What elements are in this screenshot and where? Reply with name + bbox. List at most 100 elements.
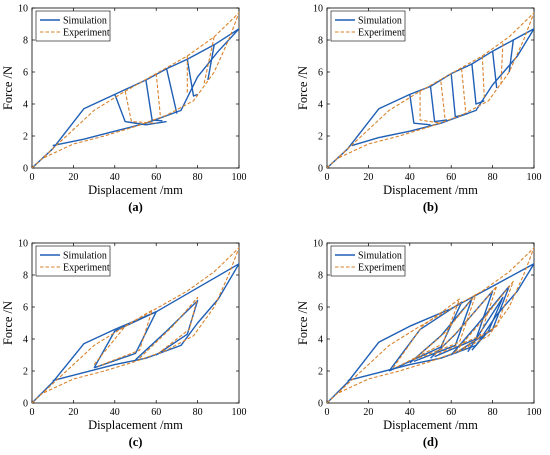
legend-box (330, 245, 406, 277)
legend-label: Simulation (358, 251, 402, 262)
x-tick-label: 40 (110, 407, 120, 418)
x-tick-label: 20 (68, 172, 78, 183)
y-tick-label: 4 (318, 100, 323, 111)
y-tick-label: 10 (18, 239, 28, 250)
legend-label: Simulation (63, 251, 107, 262)
y-tick-label: 10 (18, 4, 28, 15)
experiment-line (434, 285, 498, 356)
y-tick-label: 0 (23, 399, 28, 410)
x-tick-label: 20 (68, 407, 78, 418)
x-tick-label: 60 (446, 407, 456, 418)
simulation-line (114, 94, 167, 126)
x-axis-label: Displacement /mm (88, 183, 183, 197)
panel-label: (c) (129, 435, 143, 449)
x-tick-label: 0 (30, 172, 35, 183)
y-tick-label: 6 (23, 68, 28, 79)
y-tick-label: 4 (23, 335, 28, 346)
x-tick-label: 60 (446, 172, 456, 183)
x-tick-label: 100 (527, 172, 542, 183)
series-group (327, 12, 534, 168)
y-tick-label: 10 (313, 239, 323, 250)
y-tick-label: 6 (318, 68, 323, 79)
simulation-line (93, 311, 157, 369)
legend-label: Experiment (358, 28, 405, 39)
experiment-line (454, 280, 514, 353)
x-tick-label: 100 (232, 172, 247, 183)
y-tick-label: 8 (23, 271, 28, 282)
experiment-line (500, 43, 504, 85)
y-axis-label: Force /N (296, 66, 310, 110)
simulation-line (32, 28, 239, 168)
x-tick-label: 0 (325, 407, 330, 418)
series-group (32, 12, 239, 168)
y-tick-label: 8 (23, 36, 28, 47)
x-tick-label: 100 (232, 407, 247, 418)
y-axis-label: Force /N (1, 66, 15, 110)
y-tick-label: 10 (313, 4, 323, 15)
chart-panel-2: 0 20 40 60 80 100 0 2 4 6 8 10 Displacement /mm Force… (296, 4, 542, 215)
y-tick-label: 4 (318, 335, 323, 346)
experiment-line (392, 298, 461, 369)
legend-box (35, 10, 111, 42)
y-axis-label: Force /N (296, 301, 310, 345)
x-axis-label: Displacement /mm (383, 183, 478, 197)
y-tick-label: 2 (318, 367, 323, 378)
y-tick-label: 0 (318, 399, 323, 410)
y-tick-label: 2 (23, 132, 28, 143)
experiment-line (203, 36, 215, 85)
y-tick-label: 8 (318, 271, 323, 282)
chart-panel-1: 0 20 40 60 80 100 0 2 4 6 8 10 Displacement /mm Force… (1, 4, 247, 215)
legend-box (35, 245, 111, 277)
chart-panel-3: 0 20 40 60 80 100 0 2 4 6 8 10 Displacement /mm Force… (1, 239, 247, 450)
experiment-line (413, 293, 477, 361)
x-tick-label: 60 (151, 172, 161, 183)
y-tick-label: 6 (318, 303, 323, 314)
x-tick-label: 80 (488, 407, 498, 418)
simulation-line (186, 59, 198, 97)
y-tick-label: 0 (23, 164, 28, 175)
panel-label: (a) (128, 200, 143, 214)
x-axis-label: Displacement /mm (88, 418, 183, 432)
x-tick-label: 80 (193, 172, 203, 183)
y-tick-label: 2 (23, 367, 28, 378)
x-tick-label: 20 (363, 407, 373, 418)
simulation-line (145, 79, 163, 122)
legend-label: Simulation (63, 16, 107, 27)
simulation-line (429, 86, 448, 123)
simulation-line (327, 263, 534, 403)
x-tick-label: 0 (325, 172, 330, 183)
legend-box (330, 10, 406, 42)
simulation-line (491, 51, 498, 89)
x-tick-label: 40 (405, 172, 415, 183)
y-tick-label: 6 (23, 303, 28, 314)
y-tick-label: 8 (318, 36, 323, 47)
experiment-line (440, 81, 446, 119)
series-group (327, 247, 534, 403)
x-tick-label: 40 (110, 172, 120, 183)
simulation-line (508, 39, 514, 73)
y-tick-label: 0 (318, 164, 323, 175)
experiment-line (481, 55, 485, 98)
experiment-line (139, 296, 199, 359)
x-tick-label: 20 (363, 172, 373, 183)
x-axis-label: Displacement /mm (383, 418, 478, 432)
y-tick-label: 4 (23, 100, 28, 111)
series-group (32, 247, 239, 403)
simulation-line (135, 299, 199, 361)
y-axis-label: Force /N (1, 301, 15, 345)
x-tick-label: 80 (193, 407, 203, 418)
x-tick-label: 100 (527, 407, 542, 418)
legend-label: Experiment (63, 263, 110, 274)
panel-label: (b) (423, 200, 438, 214)
simulation-line (32, 263, 239, 403)
chart-panel-4: 0 20 40 60 80 100 0 2 4 6 8 10 Displacement /mm Force… (296, 239, 542, 450)
experiment-line (419, 91, 441, 124)
simulation-line (207, 44, 215, 81)
experiment-line (461, 68, 467, 113)
x-tick-label: 40 (405, 407, 415, 418)
experiment-line (155, 73, 161, 116)
